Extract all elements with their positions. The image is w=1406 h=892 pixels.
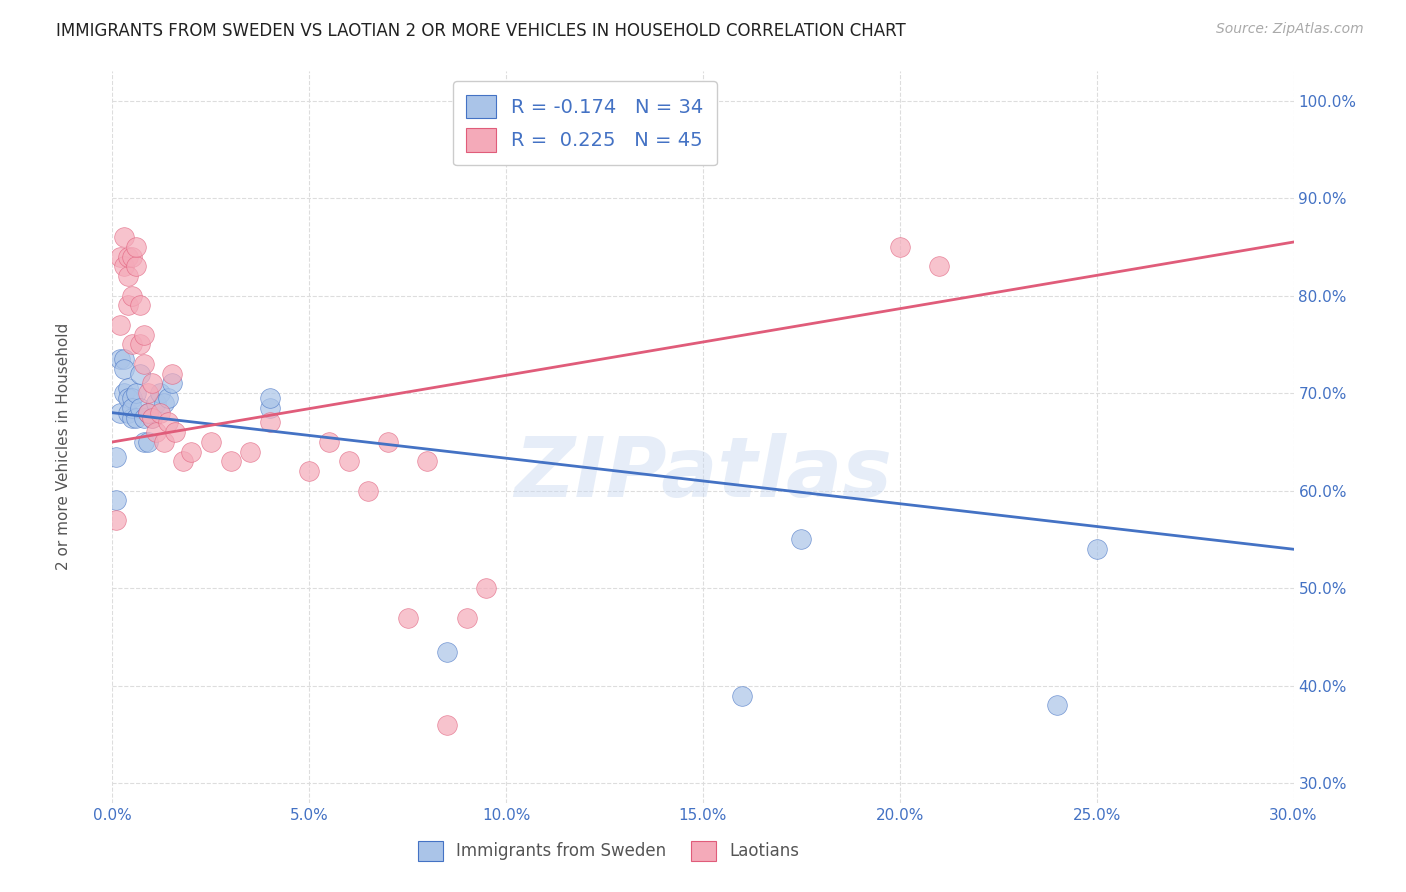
Point <box>112 230 135 244</box>
Point <box>125 240 148 254</box>
Point <box>129 401 152 415</box>
Point <box>136 406 159 420</box>
Point <box>396 610 419 624</box>
Point <box>117 298 139 312</box>
Point <box>259 401 281 415</box>
Point <box>1046 698 1069 713</box>
Point <box>112 386 135 401</box>
Point <box>416 454 439 468</box>
Point <box>117 406 139 420</box>
Point <box>337 454 360 468</box>
Point <box>1085 542 1108 557</box>
Text: IMMIGRANTS FROM SWEDEN VS LAOTIAN 2 OR MORE VEHICLES IN HOUSEHOLD CORRELATION CH: IMMIGRANTS FROM SWEDEN VS LAOTIAN 2 OR M… <box>56 22 905 40</box>
Text: ZIPatlas: ZIPatlas <box>515 434 891 514</box>
Point <box>132 327 155 342</box>
Point <box>117 391 139 405</box>
Point <box>889 240 911 254</box>
Point <box>790 533 813 547</box>
Point <box>129 367 152 381</box>
Point <box>145 396 167 410</box>
Legend: Immigrants from Sweden, Laotians: Immigrants from Sweden, Laotians <box>411 834 806 868</box>
Point <box>129 298 152 312</box>
Point <box>141 410 163 425</box>
Point <box>105 450 128 464</box>
Point <box>152 434 174 449</box>
Point <box>145 425 167 440</box>
Point <box>125 260 148 274</box>
Point <box>125 410 148 425</box>
Text: Source: ZipAtlas.com: Source: ZipAtlas.com <box>1216 22 1364 37</box>
Point <box>117 381 139 395</box>
Point <box>160 376 183 391</box>
Point <box>200 434 222 449</box>
Point <box>112 260 135 274</box>
Point <box>141 376 163 391</box>
Point <box>105 493 128 508</box>
Point <box>112 361 135 376</box>
Point <box>110 352 132 367</box>
Point <box>129 337 152 351</box>
Point <box>117 269 139 284</box>
Point <box>149 406 172 420</box>
Point <box>436 645 458 659</box>
Point <box>136 386 159 401</box>
Point <box>132 357 155 371</box>
Point <box>110 406 132 420</box>
Point <box>121 250 143 264</box>
Point <box>110 250 132 264</box>
Point <box>298 464 321 478</box>
Point <box>121 401 143 415</box>
Point <box>112 352 135 367</box>
Point <box>219 454 242 468</box>
Point <box>121 337 143 351</box>
Point <box>456 610 478 624</box>
Point <box>259 416 281 430</box>
Point <box>156 416 179 430</box>
Point <box>731 689 754 703</box>
Point <box>132 434 155 449</box>
Point <box>136 434 159 449</box>
Point <box>165 425 187 440</box>
Point <box>156 391 179 405</box>
Point <box>160 367 183 381</box>
Point <box>125 386 148 401</box>
Point <box>117 250 139 264</box>
Point <box>180 444 202 458</box>
Point <box>141 410 163 425</box>
Point <box>377 434 399 449</box>
Point <box>357 483 380 498</box>
Point <box>928 260 950 274</box>
Point <box>475 581 498 595</box>
Text: 2 or more Vehicles in Household: 2 or more Vehicles in Household <box>56 322 70 570</box>
Point <box>105 513 128 527</box>
Point <box>136 406 159 420</box>
Point <box>318 434 340 449</box>
Point <box>121 288 143 302</box>
Point <box>121 410 143 425</box>
Point <box>152 396 174 410</box>
Point <box>149 386 172 401</box>
Point <box>132 410 155 425</box>
Point <box>259 391 281 405</box>
Point <box>110 318 132 332</box>
Point <box>436 718 458 732</box>
Point <box>172 454 194 468</box>
Point <box>121 391 143 405</box>
Point <box>239 444 262 458</box>
